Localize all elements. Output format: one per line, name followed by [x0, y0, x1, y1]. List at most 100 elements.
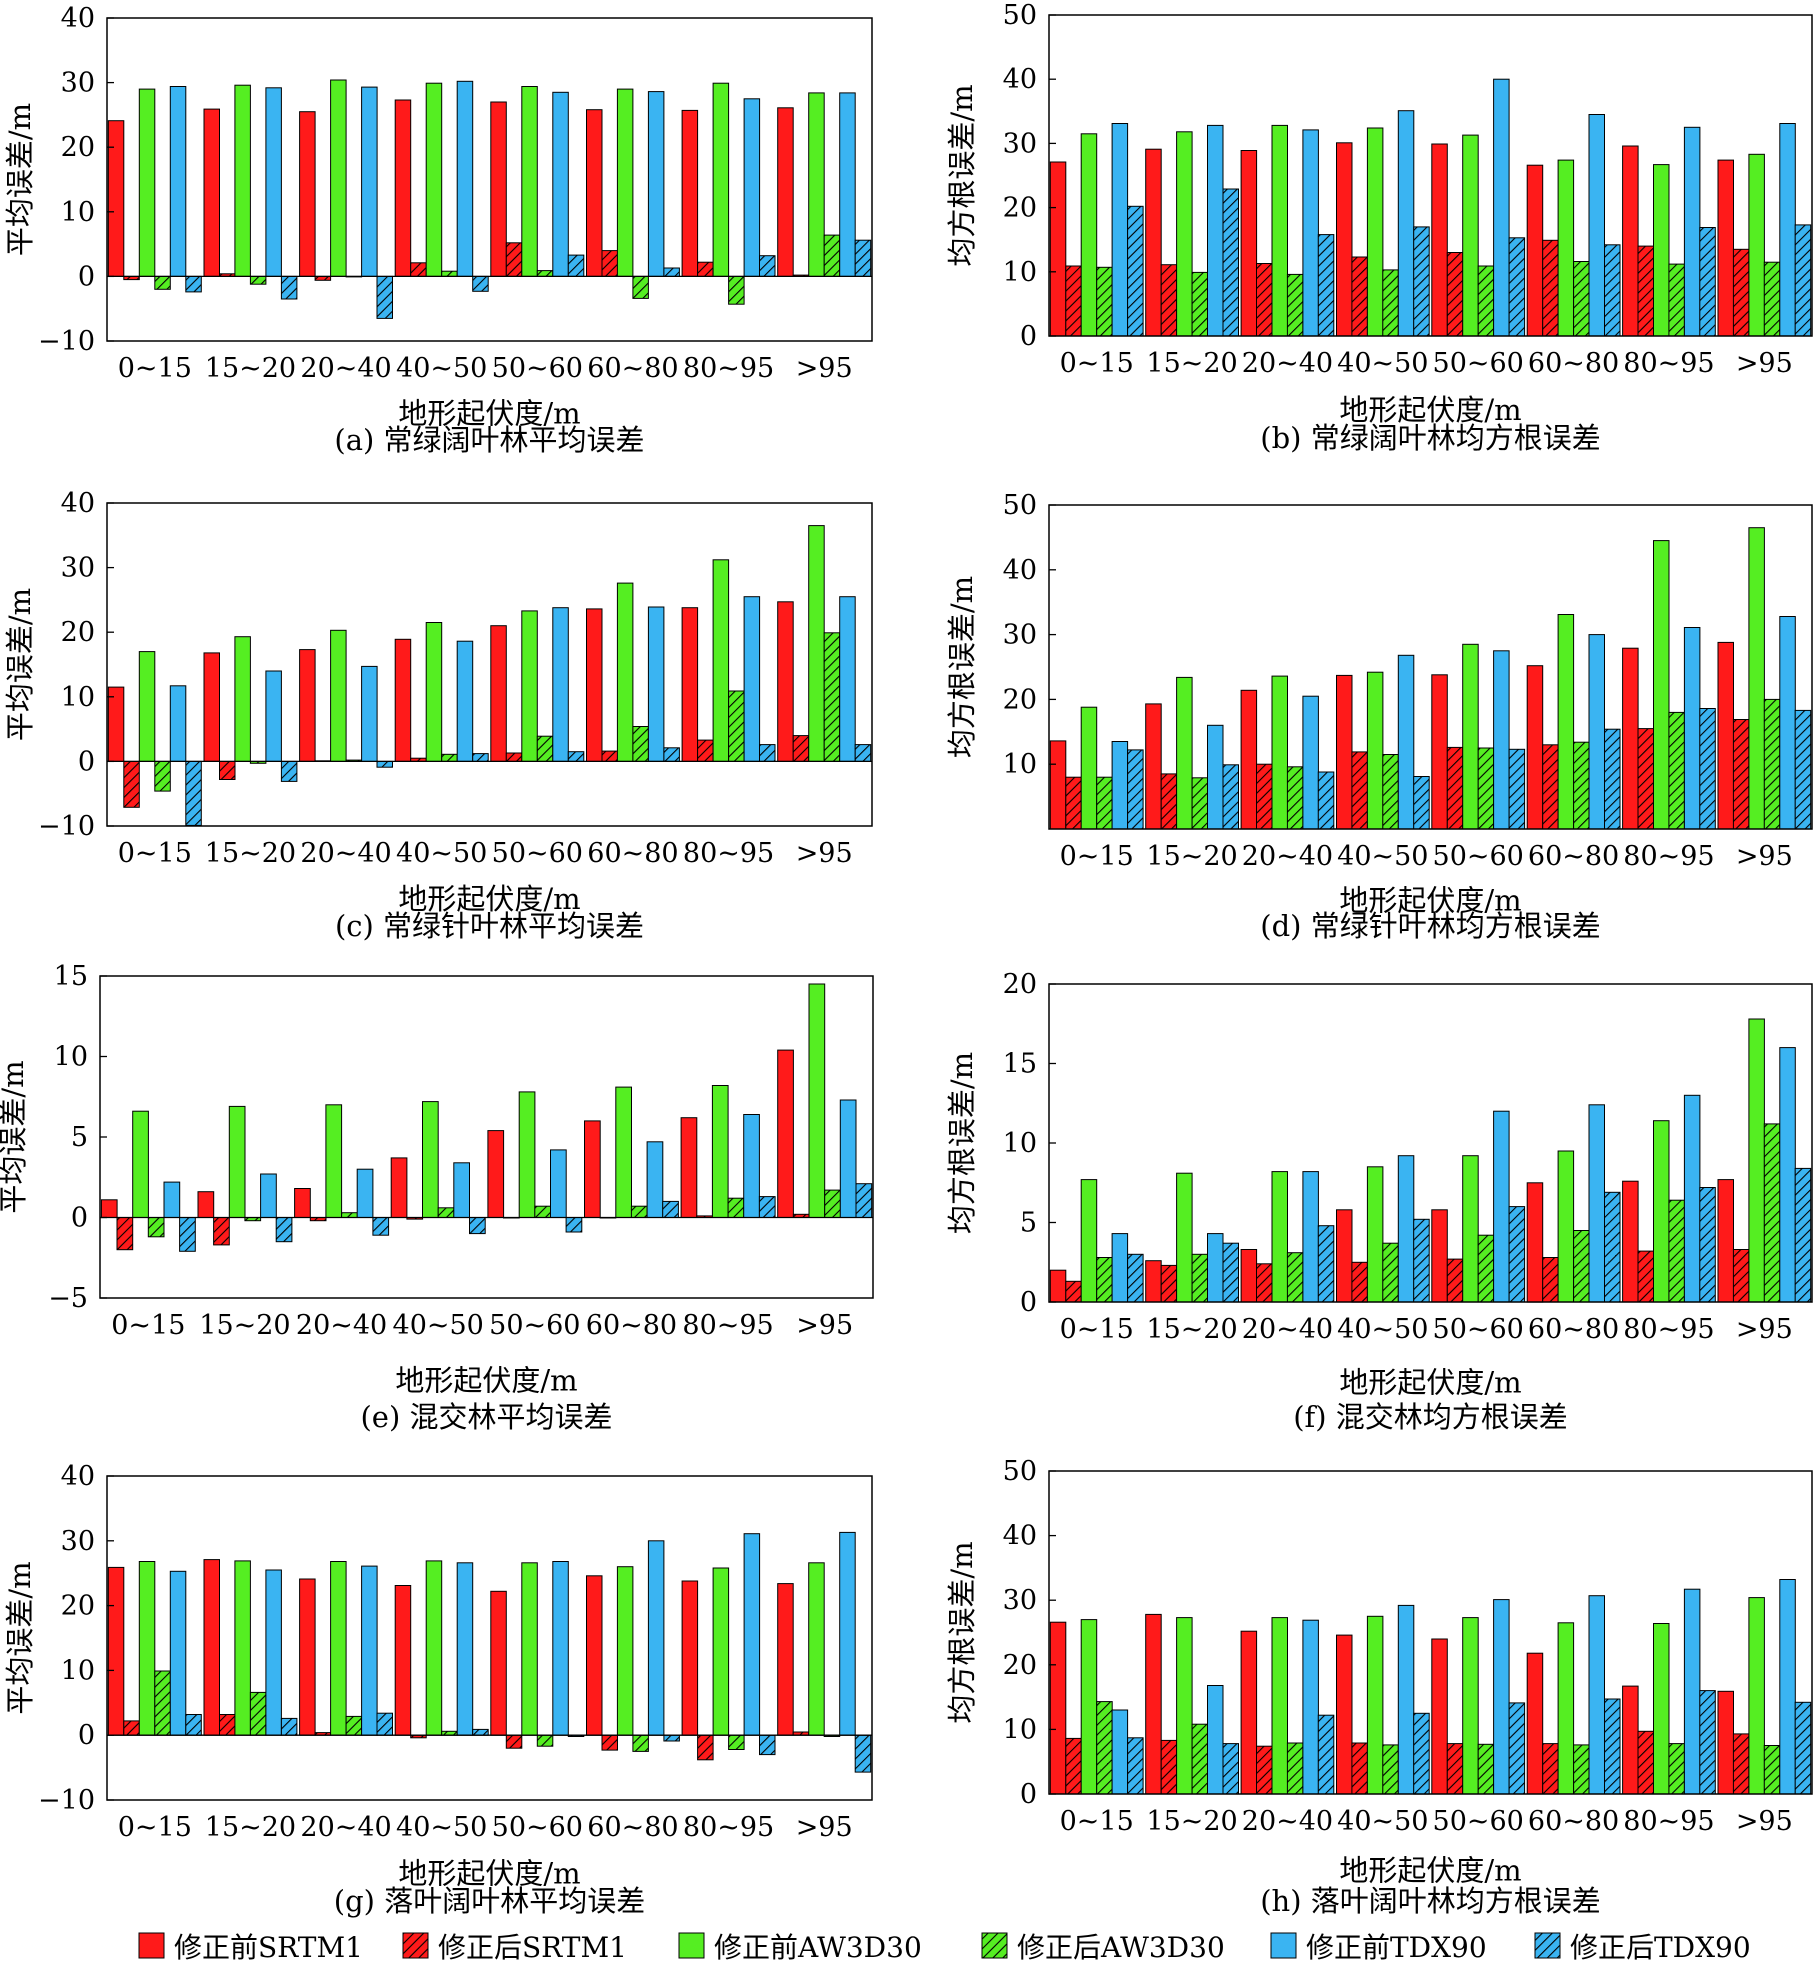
y-tick-label: 40 — [61, 488, 95, 519]
bar-aw3d30-before — [1271, 675, 1288, 830]
bar-aw3d30-after — [728, 275, 745, 305]
bar-tdx90-before — [647, 606, 665, 762]
bar-aw3d30-after — [441, 753, 458, 762]
bar-aw3d30-before — [1080, 1619, 1098, 1795]
bar-aw3d30-after — [1573, 261, 1590, 337]
x-tick-label: >95 — [1736, 1806, 1793, 1837]
chart-panel-e: −5 0 5 10 15 0~15 15~20 20~40 40~50 50~60 60~80 80~… — [0, 961, 874, 1434]
bar-tdx90-after — [372, 1217, 390, 1236]
bar-srtm1-before — [1526, 1182, 1544, 1303]
y-tick-label: 20 — [61, 617, 95, 648]
bar-aw3d30-after — [147, 1217, 165, 1238]
x-tick-label: 40~50 — [1337, 1806, 1428, 1837]
y-tick-label: 0 — [78, 261, 95, 292]
x-tick-label: 80~95 — [683, 838, 774, 869]
x-tick-label: >95 — [1736, 841, 1793, 872]
bar-srtm1-after — [601, 1734, 618, 1751]
bar-tdx90-after — [469, 1217, 486, 1235]
bar-srtm1-after — [505, 1734, 523, 1749]
bar-aw3d30-after — [1096, 1701, 1113, 1795]
bar-aw3d30-before — [228, 1105, 246, 1219]
bar-tdx90-before — [1207, 724, 1224, 830]
bar-tdx90-after — [280, 760, 298, 782]
bar-tdx90-before — [839, 1099, 857, 1218]
bar-aw3d30-after — [1382, 754, 1399, 830]
bar-aw3d30-after — [1668, 263, 1685, 337]
bar-tdx90-after — [1222, 764, 1239, 830]
bar-aw3d30-after — [1573, 741, 1590, 830]
plot-frame — [106, 17, 873, 342]
bar-tdx90-after — [1317, 1225, 1335, 1303]
bar-srtm1-before — [1431, 143, 1448, 337]
bar-tdx90-before — [1779, 1579, 1796, 1795]
x-axis-title: 地形起伏度/m — [1339, 1854, 1521, 1888]
bar-tdx90-before — [1207, 1233, 1224, 1303]
chart-panel-a: −10 0 10 20 30 40 0~15 15~20 20~40 40~50 50~60 60~8… — [3, 3, 873, 457]
legend-swatch-aw3d30-after — [981, 1932, 1008, 1959]
bar-tdx90-before — [1493, 1599, 1510, 1795]
x-axis-title: 地形起伏度/m — [1339, 884, 1521, 918]
y-tick-label: 10 — [1003, 1714, 1037, 1745]
bar-aw3d30-before — [422, 1101, 439, 1218]
x-tick-label: 80~95 — [1623, 348, 1714, 379]
bar-srtm1-after — [1637, 1730, 1654, 1795]
bar-tdx90-after — [1317, 234, 1335, 337]
y-tick-label: 10 — [61, 197, 95, 228]
bar-tdx90-before — [1588, 1595, 1605, 1795]
bar-srtm1-before — [1622, 1180, 1639, 1303]
x-tick-label: 80~95 — [1623, 841, 1714, 872]
y-tick-label: 50 — [1003, 490, 1037, 521]
x-tick-label: 80~95 — [1623, 1314, 1714, 1345]
x-tick-label: 0~15 — [1060, 348, 1134, 379]
chart-panel-f: 0 5 10 15 20 0~15 15~20 20~40 40~50 50~60 60~80 80~… — [945, 969, 1813, 1434]
y-tick-label: 20 — [1003, 1650, 1037, 1681]
bar-srtm1-before — [107, 686, 125, 762]
bar-aw3d30-after — [823, 234, 841, 277]
bar-srtm1-before — [107, 1566, 125, 1736]
bar-tdx90-before — [169, 685, 187, 762]
bar-aw3d30-after — [1763, 1745, 1781, 1795]
y-tick-label: 20 — [1003, 193, 1037, 224]
bar-srtm1-before — [1145, 703, 1162, 830]
x-tick-label: 60~80 — [1528, 841, 1619, 872]
bar-aw3d30-after — [1573, 1230, 1590, 1303]
x-tick-label: 60~80 — [1528, 1806, 1619, 1837]
x-tick-label: 0~15 — [1060, 1314, 1134, 1345]
bar-tdx90-after — [1794, 224, 1812, 337]
y-tick-label: 20 — [1003, 969, 1037, 1000]
bar-aw3d30-before — [808, 92, 825, 277]
bar-srtm1-after — [1351, 1261, 1368, 1303]
bar-srtm1-before — [203, 652, 220, 762]
bar-tdx90-before — [1779, 123, 1796, 337]
bar-srtm1-before — [1622, 1685, 1639, 1795]
y-tick-label: −10 — [38, 326, 95, 357]
bar-aw3d30-after — [823, 632, 841, 762]
bar-tdx90-after — [1222, 1743, 1239, 1795]
bar-aw3d30-before — [521, 610, 538, 762]
y-tick-label: 30 — [1003, 128, 1037, 159]
bar-tdx90-before — [839, 92, 856, 277]
x-tick-label: 40~50 — [396, 838, 487, 869]
bar-srtm1-after — [601, 250, 618, 277]
bar-srtm1-after — [1446, 252, 1464, 337]
x-tick-label: 20~40 — [300, 838, 391, 869]
plot-frame — [1048, 504, 1813, 830]
bar-tdx90-after — [376, 275, 393, 319]
y-tick-label: 30 — [61, 68, 95, 99]
x-tick-label: 15~20 — [1146, 1806, 1237, 1837]
bar-srtm1-before — [394, 99, 412, 277]
bar-tdx90-after — [1794, 709, 1812, 830]
bar-aw3d30-before — [615, 1086, 632, 1218]
bar-aw3d30-after — [1668, 1199, 1685, 1303]
x-tick-label: 15~20 — [1146, 348, 1237, 379]
bar-tdx90-before — [550, 1149, 567, 1219]
y-tick-label: 15 — [1003, 1049, 1037, 1080]
bar-aw3d30-after — [1382, 1744, 1399, 1795]
x-tick-label: 15~20 — [205, 838, 296, 869]
bar-aw3d30-after — [1477, 1234, 1495, 1303]
x-axis-title: 地形起伏度/m — [398, 882, 580, 916]
x-tick-label: >95 — [1736, 348, 1793, 379]
bar-srtm1-after — [410, 262, 427, 277]
bar-srtm1-before — [681, 1580, 699, 1736]
bar-tdx90-before — [1111, 123, 1129, 337]
